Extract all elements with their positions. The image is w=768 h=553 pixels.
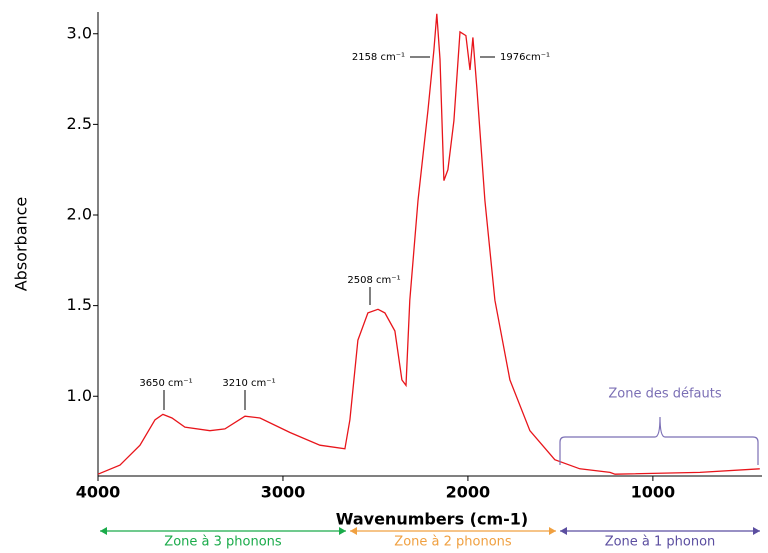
- zone-label: Zone à 3 phonons: [164, 535, 282, 550]
- arrow-head: [350, 527, 357, 535]
- y-tick-label: 2.5: [67, 114, 92, 133]
- peak-annotation: 1976cm⁻¹: [500, 52, 550, 63]
- x-tick-label: 4000: [76, 483, 121, 502]
- brace: [559, 416, 759, 465]
- y-tick-label: 2.0: [67, 205, 92, 224]
- x-tick-label: 3000: [261, 483, 306, 502]
- arrow-head: [560, 527, 567, 535]
- x-axis-label: Wavenumbers (cm-1): [336, 510, 528, 529]
- x-tick-label: 2000: [446, 483, 491, 502]
- defect-zone-label: Zone des défauts: [608, 387, 722, 402]
- peak-annotation: 3210 cm⁻¹: [222, 378, 275, 389]
- peak-annotation: 2508 cm⁻¹: [347, 275, 400, 286]
- y-axis-label: Absorbance: [12, 197, 31, 292]
- y-tick-label: 3.0: [67, 23, 92, 42]
- arrow-head: [753, 527, 760, 535]
- spectrum-line: [97, 13, 760, 475]
- y-tick-label: 1.0: [67, 386, 92, 405]
- zone-label: Zone à 2 phonons: [394, 535, 512, 550]
- arrow-head: [100, 527, 107, 535]
- x-tick-label: 1000: [631, 483, 676, 502]
- arrow-head: [549, 527, 556, 535]
- zone-label: Zone à 1 phonon: [605, 535, 716, 550]
- arrow-head: [339, 527, 346, 535]
- peak-annotation: 3650 cm⁻¹: [139, 378, 192, 389]
- peak-annotation: 2158 cm⁻¹: [352, 52, 405, 63]
- y-tick-label: 1.5: [67, 295, 92, 314]
